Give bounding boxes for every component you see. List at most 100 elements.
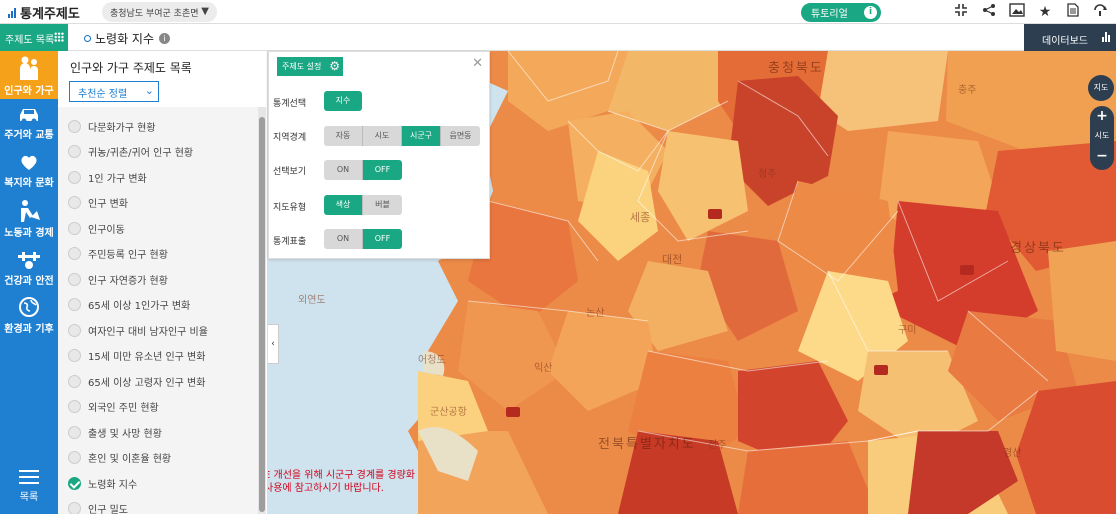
scrollbar[interactable]	[258, 107, 266, 514]
sort-select[interactable]: 추천순 정렬 ⌄	[69, 81, 159, 102]
caret-down-icon: ▼	[201, 6, 209, 17]
list-item[interactable]: 인구 자연증가 현황	[68, 269, 253, 289]
help-icon[interactable]	[1092, 3, 1110, 21]
category-rail: 인구와 가구 주거와 교통 복지와 문화 노동과 경제 건강과 안전 환경과 기…	[0, 51, 58, 514]
rail-item-health[interactable]: 건강과 안전	[0, 243, 58, 291]
info-icon: i	[864, 6, 877, 19]
map-type-bubble[interactable]: 버블	[363, 195, 402, 215]
select-view-toggle[interactable]: ON OFF	[324, 160, 402, 180]
map-layer-toggle[interactable]: 지도	[1088, 75, 1114, 101]
panel-collapse-button[interactable]: ‹	[268, 324, 279, 364]
rail-item-label: 노동과 경제	[4, 228, 54, 239]
list-item[interactable]: 출생 및 사망 현황	[68, 422, 253, 442]
boundary-option-auto[interactable]: 자동	[324, 126, 363, 146]
current-topic-title: 노령화 지수 i	[84, 30, 171, 47]
rail-item-population[interactable]: 인구와 가구	[0, 51, 58, 99]
list-item-selected[interactable]: 노령화 지수	[68, 473, 253, 493]
list-item-label: 다문화가구 현황	[88, 122, 156, 134]
list-item-label: 65세 이상 1인가구 변화	[88, 300, 191, 312]
list-item[interactable]: 여자인구 대비 남자인구 비율	[68, 320, 253, 340]
map-label: 경상북도	[1010, 241, 1066, 256]
list-item-label: 인구이동	[88, 224, 125, 236]
collapse-icon[interactable]	[952, 3, 970, 21]
radio-icon	[68, 221, 81, 235]
close-icon[interactable]: ✕	[472, 56, 483, 71]
rail-item-welfare[interactable]: 복지와 문화	[0, 147, 58, 195]
boundary-option-eupmyeondong[interactable]: 읍면동	[441, 126, 480, 146]
radio-icon	[68, 119, 81, 133]
list-item[interactable]: 다문화가구 현황	[68, 116, 253, 136]
list-item[interactable]: 인구 변화	[68, 192, 253, 212]
app-title: 통계주제도	[20, 7, 80, 22]
radio-icon	[68, 246, 81, 260]
list-item[interactable]: 외국인 주민 현황	[68, 396, 253, 416]
list-item-label: 15세 미만 유소년 인구 변화	[88, 351, 206, 363]
zoom-level-label: 시도	[1094, 131, 1110, 140]
boundary-toggle[interactable]: 자동 시도 시군구 읍면동	[324, 126, 480, 146]
select-view-on[interactable]: ON	[324, 160, 363, 180]
stat-display-on[interactable]: ON	[324, 229, 363, 249]
map-label: 전주	[708, 440, 727, 451]
region-select[interactable]: 충청남도 부여군 초촌면 ▼	[102, 2, 217, 22]
region-label: 충청남도 부여군 초촌면	[110, 9, 199, 19]
worker-icon	[21, 200, 40, 222]
list-item[interactable]: 귀농/귀촌/귀어 인구 현황	[68, 141, 253, 161]
gear-icon: ⚙	[329, 59, 340, 73]
map-label: 경산	[1003, 448, 1022, 459]
rail-item-label: 복지와 문화	[4, 178, 54, 189]
rail-item-labor[interactable]: 노동과 경제	[0, 195, 58, 243]
document-icon[interactable]	[1064, 3, 1082, 21]
topic-settings-button[interactable]: 주제도 설정 ⚙	[277, 57, 343, 76]
ring-icon	[84, 35, 91, 42]
topic-list: 다문화가구 현황 귀농/귀촌/귀어 인구 현황 1인 가구 변화 인구 변화 인…	[58, 107, 258, 514]
info-icon[interactable]: i	[159, 33, 171, 44]
stat-display-toggle[interactable]: ON OFF	[324, 229, 402, 249]
zoom-out-button[interactable]: −	[1096, 148, 1108, 164]
image-icon[interactable]	[1008, 3, 1026, 21]
share-icon[interactable]	[980, 3, 998, 21]
map-canvas[interactable]	[268, 51, 1116, 514]
boundary-label: 지역경계	[273, 133, 307, 143]
list-item-label: 혼인 및 이혼율 현황	[88, 453, 172, 465]
topic-settings-popover: 주제도 설정 ⚙ ✕ 통계선택 지수 지역경계 자동 시도 시군구 읍면동 선택…	[268, 51, 490, 259]
star-icon[interactable]: ★	[1038, 4, 1052, 20]
map-type-label: 지도유형	[273, 203, 307, 213]
stat-select-label: 통계선택	[273, 99, 307, 109]
tutorial-label: 튜토리얼	[811, 9, 848, 20]
select-view-label: 선택보기	[273, 167, 307, 177]
map-label: 익산	[534, 363, 553, 374]
hamburger-icon	[19, 470, 39, 484]
app-logo[interactable]: 통계주제도	[8, 3, 80, 22]
list-item[interactable]: 1인 가구 변화	[68, 167, 253, 187]
map-type-color[interactable]: 색상	[324, 195, 363, 215]
zoom-in-button[interactable]: +	[1096, 108, 1108, 124]
dashboard-label: 데이터보드	[1042, 36, 1088, 47]
list-item[interactable]: 인구 밀도	[68, 498, 253, 514]
check-icon	[68, 476, 81, 490]
list-item[interactable]: 주민등록 인구 현황	[68, 243, 253, 263]
rail-item-label: 건강과 안전	[4, 276, 54, 287]
boundary-option-sigungu[interactable]: 시군구	[402, 126, 441, 146]
choropleth-map[interactable]: 충청북도 세종 대전 외연도 어청도 군산공항 경상북도 구미 전북특별자치도 …	[268, 51, 1116, 514]
list-item[interactable]: 인구이동	[68, 218, 253, 238]
map-type-toggle[interactable]: 색상 버블	[324, 195, 402, 215]
tutorial-button[interactable]: 튜토리얼 i	[801, 3, 881, 22]
map-label: 충주	[958, 85, 977, 96]
topic-list-button[interactable]: 주제도 목록	[0, 24, 68, 51]
map-label: 대전	[662, 253, 683, 266]
list-item[interactable]: 65세 이상 고령자 인구 변화	[68, 371, 253, 391]
list-item[interactable]: 15세 미만 유소년 인구 변화	[68, 345, 253, 365]
rail-menu-button[interactable]: 목록	[0, 466, 58, 514]
rail-item-environment[interactable]: 환경과 기후	[0, 291, 58, 339]
top-toolbar: ★	[952, 3, 1110, 21]
list-item[interactable]: 65세 이상 1인가구 변화	[68, 294, 253, 314]
scrollbar-thumb[interactable]	[259, 117, 265, 512]
list-item-label: 외국인 주민 현황	[88, 402, 159, 414]
boundary-option-sido[interactable]: 시도	[363, 126, 402, 146]
list-item[interactable]: 혼인 및 이혼율 현황	[68, 447, 253, 467]
stat-display-off[interactable]: OFF	[363, 229, 402, 249]
dashboard-button[interactable]: 데이터보드	[1024, 24, 1116, 51]
stat-index-button[interactable]: 지수	[324, 91, 362, 111]
select-view-off[interactable]: OFF	[363, 160, 402, 180]
rail-item-housing[interactable]: 주거와 교통	[0, 99, 58, 147]
